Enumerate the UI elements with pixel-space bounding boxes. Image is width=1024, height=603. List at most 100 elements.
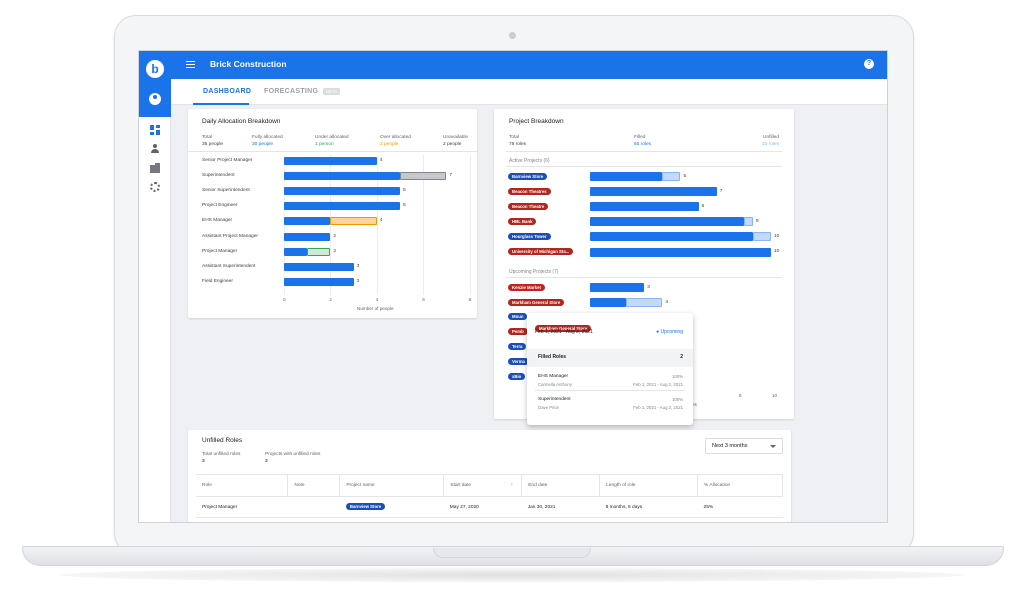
unfilled-roles-card: Unfilled Roles Total unfilled roles 3 Pr… <box>188 430 791 522</box>
role-label: Senior Superintendent <box>202 188 250 194</box>
allocation-bar[interactable] <box>284 232 331 241</box>
stat-value: 2 people <box>443 142 462 147</box>
project-pill[interactable]: Barnview Store <box>508 172 548 180</box>
allocation-bar[interactable] <box>284 277 354 286</box>
project-pill[interactable]: xBio <box>508 373 526 381</box>
brand-logo[interactable]: b <box>146 60 164 78</box>
filled-bar[interactable] <box>590 187 717 197</box>
popup-project-pill[interactable]: Markham General Store <box>535 325 592 332</box>
unfilled-bar[interactable] <box>752 232 771 242</box>
allocation-bar[interactable] <box>284 217 331 226</box>
column-header[interactable]: End date <box>521 474 601 497</box>
allocation-bar[interactable] <box>284 247 308 256</box>
role-label: Assistant Superintendent <box>202 263 256 269</box>
settings-icon[interactable] <box>150 182 160 192</box>
stat-value: 65 roles <box>634 142 652 147</box>
allocation-bar[interactable] <box>284 262 354 271</box>
filled-bar[interactable] <box>590 172 663 181</box>
project-pill[interactable]: University of Michigan Sta... <box>508 248 574 255</box>
allocation-bar[interactable] <box>307 247 331 256</box>
filled-bar[interactable] <box>590 232 753 242</box>
popup-status-text: Upcoming <box>660 329 683 335</box>
projects-icon[interactable] <box>150 163 160 173</box>
project-pill[interactable]: Beacon Theatres <box>508 187 551 195</box>
top-app-bar: Brick Construction ? <box>171 51 887 79</box>
tab-dashboard[interactable]: DASHBOARD <box>203 88 252 95</box>
stat-value: 3 <box>265 459 268 464</box>
column-header[interactable]: Role <box>196 474 289 497</box>
unfilled-bar[interactable] <box>626 298 663 308</box>
allocation-bar[interactable] <box>284 202 400 211</box>
stats-divider <box>506 151 782 152</box>
filled-bar[interactable] <box>590 298 627 308</box>
cell-end: Jan 30, 2021 <box>527 504 556 510</box>
allocation-bar[interactable] <box>330 217 377 226</box>
popup-role-pct: 100% <box>672 397 683 402</box>
bar-count: 7 <box>719 188 723 194</box>
account-icon[interactable] <box>149 93 161 105</box>
column-header[interactable]: Length of role <box>599 474 699 497</box>
column-header-label: Length of role <box>606 483 636 488</box>
allocation-stat: Total 35 people <box>202 134 223 148</box>
unfilled-bar[interactable] <box>662 172 681 181</box>
table-cell: Barnview Store <box>339 496 444 518</box>
allocation-bar[interactable] <box>400 172 447 181</box>
people-icon[interactable] <box>150 144 160 154</box>
table-row[interactable]: Project Manager HBL BankFeb 1, 2020Sep 7,… <box>196 517 783 522</box>
project-stat: Total 75 roles <box>509 134 526 148</box>
allocation-bar[interactable] <box>284 157 377 165</box>
allocation-stat: Over allocated 2 people <box>380 134 411 148</box>
sort-arrow-icon[interactable]: ↑ <box>510 483 514 488</box>
project-pill[interactable]: Terra <box>508 343 527 351</box>
column-header-label: End date <box>528 483 548 488</box>
popup-filled-header <box>527 349 693 367</box>
column-header[interactable]: Note <box>287 474 341 497</box>
total-unfilled-stat: Total unfilled roles 3 <box>202 451 240 465</box>
project-pill[interactable]: Verma <box>508 358 529 366</box>
table-cell: Feb 1, 2020 <box>443 517 522 522</box>
project-pill[interactable]: HBL Bank <box>508 217 537 225</box>
period-select[interactable]: Next 3 months <box>705 438 783 454</box>
x-tick: 4 <box>375 297 379 302</box>
project-pill[interactable]: Kenzie Market <box>508 283 545 291</box>
dashboard-icon[interactable] <box>150 125 160 135</box>
filled-bar[interactable] <box>590 247 771 257</box>
project-pill[interactable]: Markham General Store <box>508 298 565 306</box>
help-icon[interactable]: ? <box>864 59 874 69</box>
column-header[interactable]: % Allocation <box>697 474 783 497</box>
stats-divider <box>188 151 477 152</box>
stat-label: Over allocated <box>380 135 411 140</box>
x-tick: 8 <box>739 393 742 398</box>
column-header[interactable]: Project name <box>339 474 445 497</box>
unfilled-bar[interactable] <box>743 217 753 227</box>
stat-value: 2 people <box>380 142 399 147</box>
allocation-bar[interactable] <box>284 172 400 181</box>
bar-count: 3 <box>356 278 360 284</box>
popup-divider <box>535 390 685 391</box>
upcoming-projects-label: Upcoming Projects (7) <box>509 269 559 275</box>
bar-count: 9 <box>755 218 759 224</box>
filled-bar[interactable] <box>590 202 699 212</box>
project-pill[interactable]: Beacon Theatre <box>508 202 549 210</box>
project-pill[interactable]: Pemb <box>508 328 528 336</box>
table-cell: Project Manager <box>196 517 288 522</box>
filled-bar[interactable] <box>590 217 744 227</box>
project-pill[interactable]: Moun <box>508 313 528 320</box>
allocation-bar[interactable] <box>284 187 400 196</box>
project-pill[interactable]: Barnview Store <box>345 502 386 510</box>
bar-count: 2 <box>333 233 337 239</box>
column-header-label: Project name <box>346 483 375 488</box>
column-header[interactable]: Start date ↑ <box>443 474 523 497</box>
menu-icon[interactable] <box>186 61 195 68</box>
table-row[interactable]: Project Manager Barnview Store May 27, 202… <box>196 496 783 518</box>
bar-count: 4 <box>379 218 383 224</box>
project-stat: Unfilled 10 roles <box>762 134 779 148</box>
bar-count: 6 <box>701 203 705 209</box>
tab-forecasting[interactable]: FORECASTING <box>264 88 319 95</box>
table-cell: 25% <box>697 496 783 518</box>
filled-bar[interactable] <box>590 283 645 292</box>
project-pill[interactable]: Hourglass Tower <box>508 232 551 240</box>
stat-value: 10 roles <box>761 142 779 147</box>
allocation-stat: Under allocated 1 person <box>315 134 349 148</box>
rail-header: b <box>139 51 171 117</box>
